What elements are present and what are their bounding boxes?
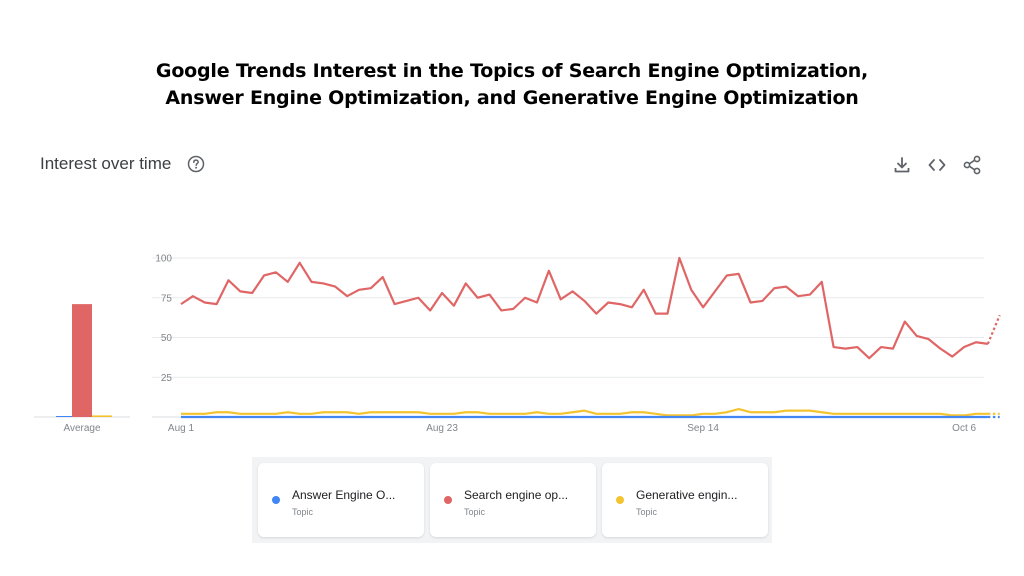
help-circle-icon[interactable] <box>187 155 205 173</box>
legend-item-search-engine-optimization[interactable]: Search engine op... Topic <box>430 463 596 537</box>
interest-over-time-chart: 25 50 75 100 Aug 1 Aug 23 Sep 14 Oct 6 Average <box>34 254 1001 434</box>
code-embed-icon[interactable] <box>927 155 947 175</box>
legend-item-generative-engine-optimization[interactable]: Generative engin... Topic <box>602 463 768 537</box>
x-tick-label: Aug 1 <box>168 423 195 434</box>
legend-item-label: Search engine op... <box>464 488 569 502</box>
legend-item-type: Topic <box>292 507 314 517</box>
series-partial-segment <box>986 314 1001 345</box>
legend-color-dot <box>272 496 280 504</box>
x-tick-label: Oct 6 <box>952 423 976 434</box>
x-tick-label: Aug 23 <box>426 423 458 434</box>
legend-color-dot <box>444 496 452 504</box>
chart-title-line-2: Answer Engine Optimization, and Generati… <box>165 87 859 109</box>
download-icon[interactable] <box>892 155 912 175</box>
share-icon[interactable] <box>962 155 982 175</box>
average-label: Average <box>63 423 101 434</box>
average-bar <box>56 416 76 417</box>
y-tick-label: 100 <box>155 254 172 265</box>
average-bar <box>72 304 92 417</box>
legend-item-answer-engine-optimization[interactable]: Answer Engine O... Topic <box>258 463 424 537</box>
y-tick-label: 75 <box>161 293 173 304</box>
series-line <box>181 407 988 417</box>
legend-item-type: Topic <box>636 507 658 517</box>
legend-item-type: Topic <box>464 507 486 517</box>
interest-over-time-heading: Interest over time <box>40 154 172 173</box>
chart-title-line-1: Google Trends Interest in the Topics of … <box>155 60 869 82</box>
legend-color-dot <box>616 496 624 504</box>
x-tick-label: Sep 14 <box>687 423 719 434</box>
series-line <box>180 256 989 360</box>
average-bar <box>92 415 112 417</box>
legend-item-label: Answer Engine O... <box>292 488 396 502</box>
y-tick-label: 50 <box>161 333 173 344</box>
legend: Answer Engine O... Topic Search engine o… <box>252 457 772 543</box>
legend-item-label: Generative engin... <box>636 488 738 502</box>
y-tick-label: 25 <box>161 373 173 384</box>
chart-title: Google Trends Interest in the Topics of … <box>0 58 1024 112</box>
